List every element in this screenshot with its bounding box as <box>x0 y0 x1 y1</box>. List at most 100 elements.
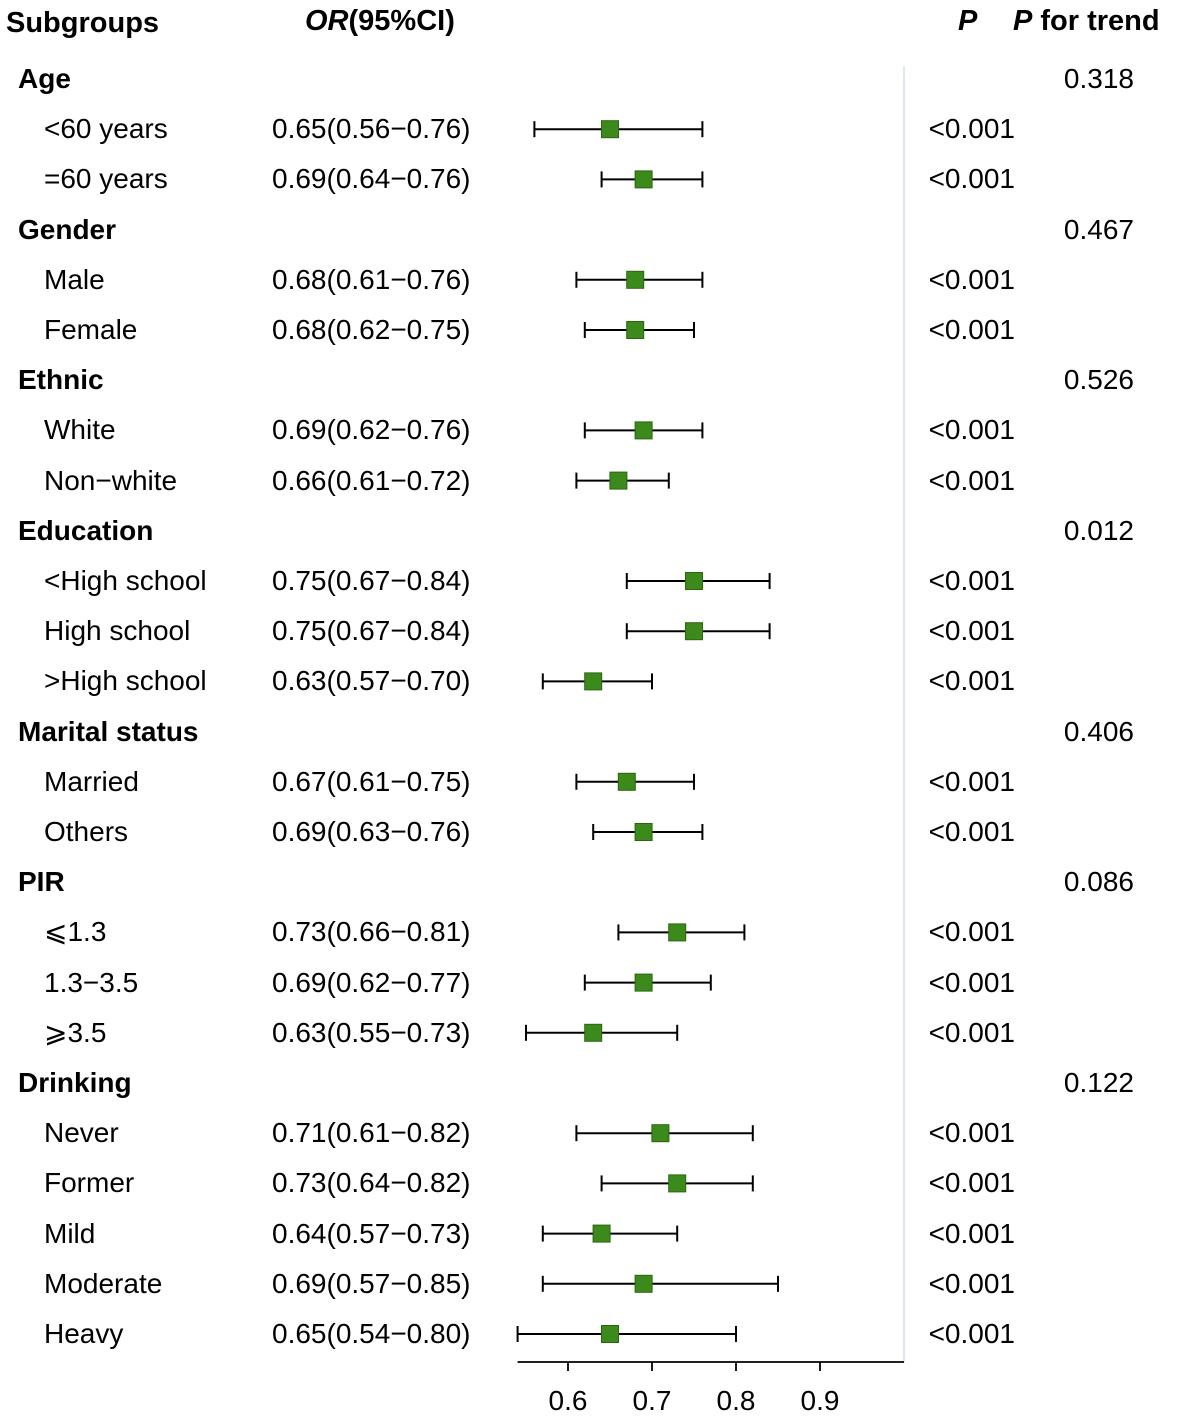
subgroup-label: Female <box>44 314 138 345</box>
subgroup-label: >High school <box>44 665 207 697</box>
or-ci-value: 0.66(0.61−0.72) <box>272 464 471 496</box>
p-value: <0.001 <box>928 565 1015 596</box>
p-trend-value: 0.318 <box>1063 63 1134 94</box>
header-p: P <box>958 5 978 37</box>
subgroup-label: Non−white <box>44 464 178 496</box>
header-p-trend-rest: for trend <box>1032 5 1160 37</box>
or-ci-value: 0.73(0.66−0.81) <box>272 916 471 948</box>
header-p-trend-italic: P <box>1013 5 1033 37</box>
or-marker <box>634 823 653 841</box>
p-value: <0.001 <box>928 1318 1015 1349</box>
subgroup-label: Male <box>44 263 105 295</box>
x-axis-tick-label: 0.7 <box>633 1385 672 1416</box>
header-subgroups: Subgroups <box>6 7 160 39</box>
p-trend-value: 0.086 <box>1063 866 1134 898</box>
p-value: <0.001 <box>928 816 1015 847</box>
or-ci-value: 0.68(0.61−0.76) <box>272 263 471 295</box>
subgroup-label: ⩾3.5 <box>44 1016 107 1048</box>
or-marker <box>584 1023 603 1042</box>
subgroup-label: Heavy <box>44 1318 124 1349</box>
or-marker <box>609 471 628 490</box>
p-value: <0.001 <box>928 464 1015 496</box>
p-value: <0.001 <box>928 163 1015 195</box>
p-value: <0.001 <box>928 414 1015 446</box>
subgroup-label: White <box>44 414 116 446</box>
or-marker <box>601 120 619 139</box>
group-label: Education <box>18 514 154 546</box>
group-label: Ethnic <box>18 364 104 396</box>
group-label: Drinking <box>18 1067 132 1098</box>
subgroup-label: Moderate <box>44 1267 163 1299</box>
p-value: <0.001 <box>928 113 1015 145</box>
or-marker <box>617 772 636 791</box>
p-value: <0.001 <box>928 966 1015 998</box>
or-ci-value: 0.69(0.62−0.77) <box>272 966 471 998</box>
x-axis-tick-label: 0.8 <box>717 1385 756 1416</box>
p-trend-value: 0.406 <box>1063 715 1134 747</box>
p-trend-value: 0.122 <box>1063 1067 1134 1098</box>
group-label: Age <box>18 63 71 94</box>
p-trend-value: 0.012 <box>1063 514 1134 546</box>
or-marker <box>668 923 687 942</box>
or-marker <box>685 622 703 641</box>
p-value: <0.001 <box>928 1016 1015 1048</box>
or-marker <box>634 1274 653 1293</box>
p-value: <0.001 <box>928 1117 1015 1149</box>
subgroup-label: =60 years <box>44 163 168 195</box>
header-or-rest: (95%CI) <box>348 5 455 37</box>
header-or-ci: OR(95%CI) <box>305 7 455 36</box>
or-marker <box>584 672 603 691</box>
or-marker <box>592 1224 611 1243</box>
or-ci-value: 0.69(0.64−0.76) <box>272 163 471 195</box>
subgroup-label: ⩽1.3 <box>44 916 107 948</box>
p-value: <0.001 <box>928 765 1015 797</box>
subgroup-label: Mild <box>44 1217 96 1249</box>
p-trend-value: 0.467 <box>1063 213 1134 245</box>
p-trend-value: 0.526 <box>1063 364 1134 396</box>
or-ci-value: 0.68(0.62−0.75) <box>272 314 471 345</box>
or-ci-value: 0.63(0.55−0.73) <box>272 1016 471 1048</box>
subgroup-label: High school <box>44 615 191 647</box>
or-marker <box>668 1174 687 1193</box>
subgroup-label: Never <box>44 1117 119 1149</box>
or-marker <box>634 170 653 189</box>
or-ci-value: 0.69(0.57−0.85) <box>272 1267 471 1299</box>
subgroup-label: Former <box>44 1167 135 1199</box>
or-ci-value: 0.65(0.56−0.76) <box>272 113 471 145</box>
p-value: <0.001 <box>928 1267 1015 1299</box>
or-ci-value: 0.67(0.61−0.75) <box>272 765 471 797</box>
or-ci-value: 0.73(0.64−0.82) <box>272 1167 471 1199</box>
or-ci-value: 0.64(0.57−0.73) <box>272 1217 471 1249</box>
or-marker <box>634 421 653 440</box>
p-value: <0.001 <box>928 1167 1015 1199</box>
or-ci-value: 0.75(0.67−0.84) <box>272 565 471 596</box>
p-value: <0.001 <box>928 1217 1015 1249</box>
or-marker <box>651 1124 670 1143</box>
or-marker <box>626 270 645 289</box>
p-value: <0.001 <box>928 314 1015 345</box>
or-ci-value: 0.69(0.62−0.76) <box>272 414 471 446</box>
subgroup-label: Married <box>44 765 139 797</box>
group-label: Marital status <box>18 715 199 747</box>
or-marker <box>634 973 653 992</box>
group-label: Gender <box>18 213 117 245</box>
x-axis-tick-label: 0.6 <box>549 1385 588 1416</box>
p-value: <0.001 <box>928 916 1015 948</box>
or-ci-value: 0.65(0.54−0.80) <box>272 1318 471 1349</box>
or-ci-value: 0.71(0.61−0.82) <box>272 1117 471 1149</box>
x-axis-tick-label: 0.9 <box>801 1385 840 1416</box>
subgroup-label: <60 years <box>44 113 168 145</box>
p-value: <0.001 <box>928 615 1015 647</box>
subgroup-label: <High school <box>44 565 207 596</box>
header-or-italic: OR <box>305 5 349 37</box>
or-marker <box>685 572 703 590</box>
subgroup-label: 1.3−3.5 <box>44 966 139 998</box>
header-p-for-trend: P for trend <box>1013 7 1160 36</box>
subgroup-label: Others <box>44 816 129 847</box>
or-ci-value: 0.63(0.57−0.70) <box>272 665 471 697</box>
or-marker <box>626 321 645 339</box>
or-ci-value: 0.69(0.63−0.76) <box>272 816 471 847</box>
group-label: PIR <box>18 866 65 898</box>
